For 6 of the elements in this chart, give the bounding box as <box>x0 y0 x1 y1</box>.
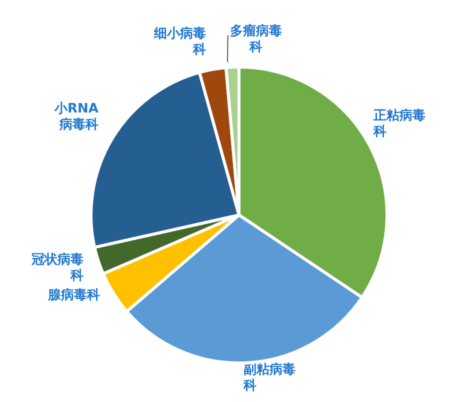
slice-label: 冠状病毒科 <box>30 250 84 284</box>
slice-label: 多瘤病毒科 <box>230 22 282 55</box>
slice-label: 细小病毒科 <box>152 25 206 58</box>
slice-label: 腺病毒科 <box>47 286 100 302</box>
slice-label: 小RNA病毒科 <box>54 101 99 132</box>
slice-label: 正粘病毒科 <box>372 107 426 140</box>
